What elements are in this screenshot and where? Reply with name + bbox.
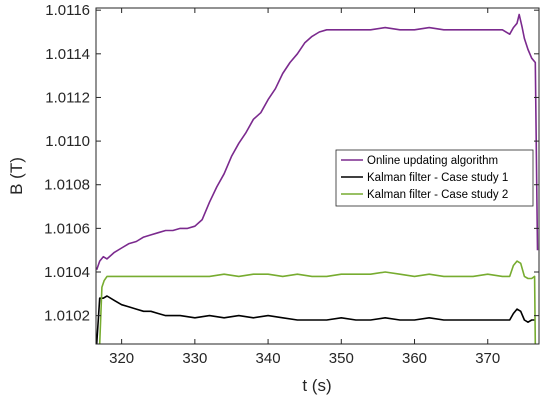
legend-label-online-updating: Online updating algorithm: [367, 155, 498, 167]
y-axis-label: B (T): [7, 157, 26, 195]
y-tick-label: 1.0114: [45, 46, 90, 63]
x-tick-label: 370: [475, 350, 500, 367]
legend-label-kalman-case-2: Kalman filter - Case study 2: [367, 189, 508, 201]
x-tick-label: 350: [329, 350, 354, 367]
legend: Online updating algorithm Kalman filter …: [335, 149, 534, 207]
x-axis-label: t (s): [302, 376, 331, 395]
x-tick-label: 340: [256, 350, 281, 367]
y-tick-label: 1.0116: [45, 2, 90, 19]
y-tick-label: 1.0106: [44, 220, 90, 237]
y-tick-label: 1.0102: [44, 308, 90, 325]
series-layer: [95, 13, 539, 345]
y-tick-label: 1.0108: [44, 177, 90, 194]
legend-label-kalman-case-1: Kalman filter - Case study 1: [367, 172, 508, 184]
x-tick-label: 320: [109, 350, 134, 367]
series-line-kalman-filter-case-study-2: [98, 260, 537, 345]
y-tick-label: 1.0110: [45, 133, 90, 150]
tick-label-layer: 320 330 340 350 360 370 1.0102 1.0104 1.0106 1.01…: [44, 2, 500, 367]
legend-box: [335, 149, 534, 207]
axes-box: [95, 7, 540, 345]
y-tick-label: 1.0104: [44, 264, 90, 281]
y-tick-label: 1.0112: [45, 89, 90, 106]
series-line-online-updating-algorithm: [95, 13, 539, 271]
x-tick-label: 330: [182, 350, 207, 367]
x-tick-label: 360: [402, 350, 427, 367]
series-line-kalman-filter-case-study-1: [95, 295, 536, 345]
tick-layer: [96, 8, 539, 344]
